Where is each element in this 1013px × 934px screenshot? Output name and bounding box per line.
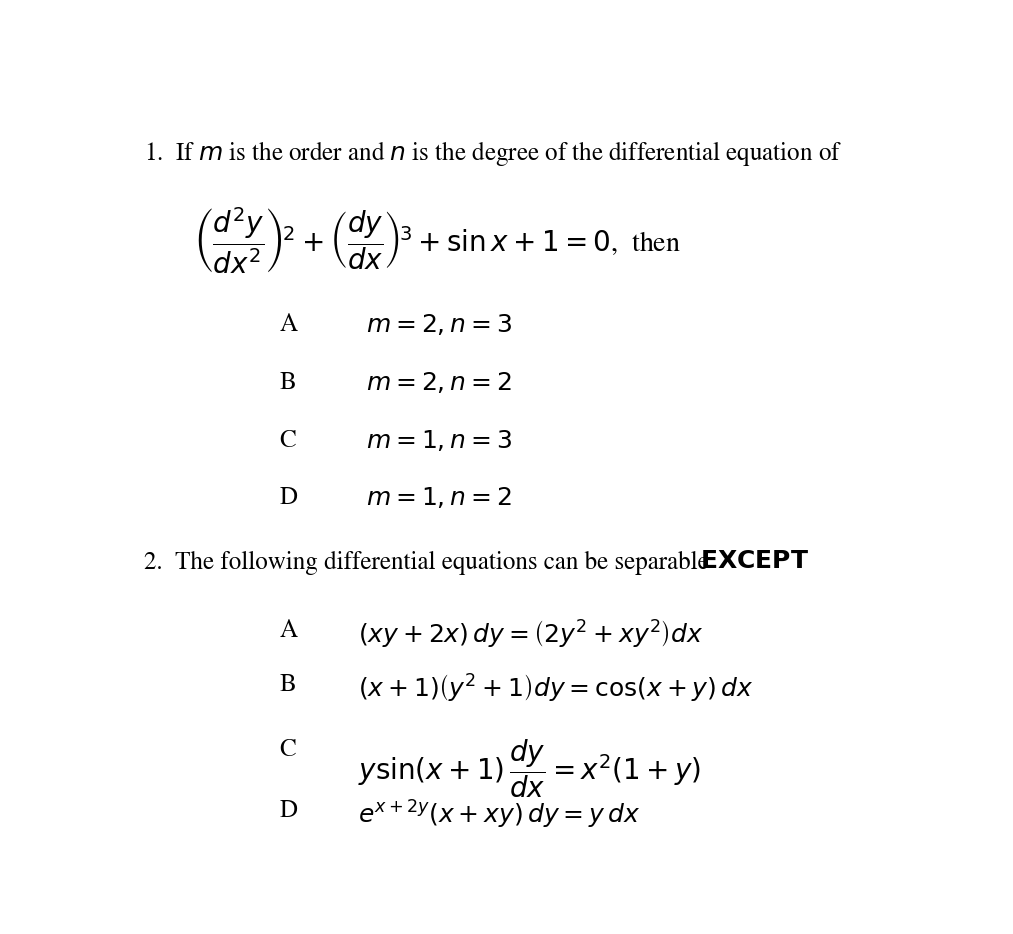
Text: C: C [280, 738, 297, 762]
Text: 2.  The following differential equations can be separable: 2. The following differential equations … [144, 551, 715, 574]
Text: B: B [280, 371, 297, 395]
Text: $e^{x+2y}(x+xy)\,dy=y\,dx$: $e^{x+2y}(x+xy)\,dy=y\,dx$ [359, 799, 640, 831]
Text: $m=2,n=2$: $m=2,n=2$ [366, 371, 512, 396]
Text: $y\sin(x+1)\,\dfrac{dy}{dx}=x^2(1+y)$: $y\sin(x+1)\,\dfrac{dy}{dx}=x^2(1+y)$ [359, 738, 701, 800]
Text: $\left(\dfrac{d^2y}{dx^2}\right)^{\!2}+\left(\dfrac{dy}{dx}\right)^{\!3}+\sin x+: $\left(\dfrac{d^2y}{dx^2}\right)^{\!2}+\… [193, 205, 681, 276]
Text: 1.  If $m$ is the order and $n$ is the degree of the differential equation of: 1. If $m$ is the order and $n$ is the de… [144, 139, 842, 168]
Text: $m=1,n=2$: $m=1,n=2$ [366, 486, 512, 511]
Text: $(xy+2x)\,dy=\left(2y^2+xy^2\right)dx$: $(xy+2x)\,dy=\left(2y^2+xy^2\right)dx$ [359, 619, 704, 651]
Text: A: A [280, 619, 298, 644]
Text: D: D [280, 799, 298, 823]
Text: $(x+1)\left(y^2+1\right)dy=\cos(x+y)\,dx$: $(x+1)\left(y^2+1\right)dy=\cos(x+y)\,dx… [359, 673, 754, 705]
Text: B: B [280, 673, 297, 697]
Text: C: C [280, 429, 297, 453]
Text: $m=2,n=3$: $m=2,n=3$ [366, 314, 513, 338]
Text: $m=1,n=3$: $m=1,n=3$ [366, 429, 513, 454]
Text: D: D [280, 486, 298, 510]
Text: $\mathbf{EXCEPT}$: $\mathbf{EXCEPT}$ [700, 551, 808, 573]
Text: A: A [280, 314, 298, 337]
